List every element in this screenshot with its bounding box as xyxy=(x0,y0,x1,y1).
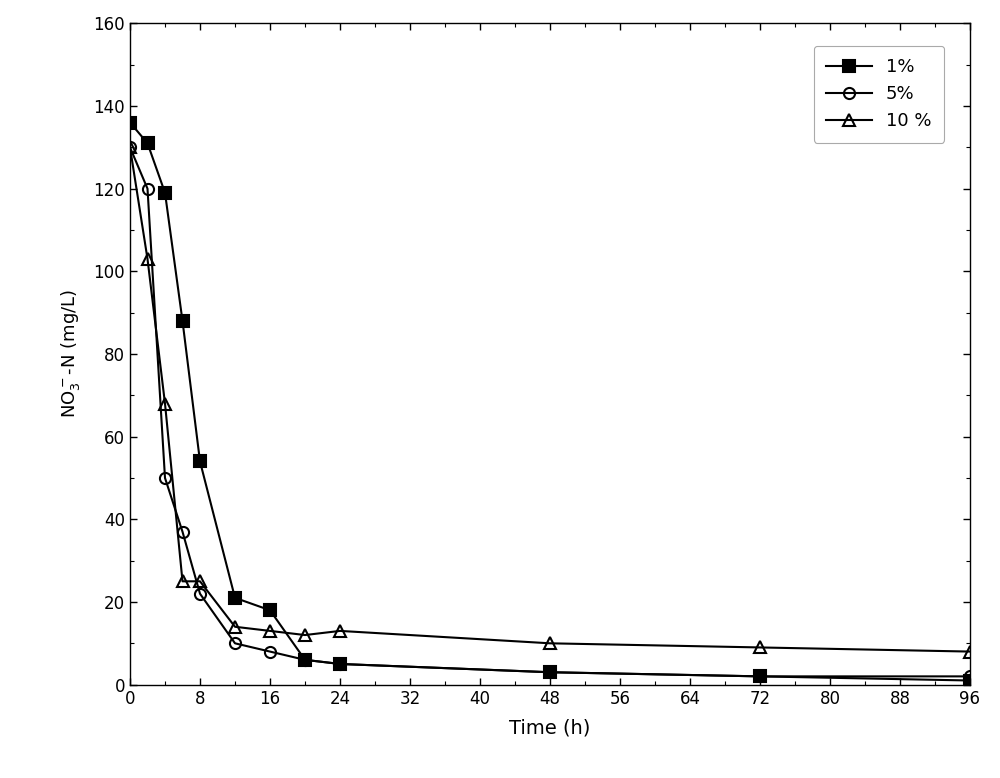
5% xyxy=(544,668,556,677)
5% xyxy=(264,647,276,657)
5% xyxy=(754,671,766,681)
10 % xyxy=(159,399,171,408)
10 % xyxy=(264,626,276,636)
5% xyxy=(142,184,154,194)
10 % xyxy=(194,576,206,586)
5% xyxy=(159,473,171,482)
10 % xyxy=(544,639,556,648)
5% xyxy=(194,589,206,598)
5% xyxy=(334,659,346,668)
Line: 5%: 5% xyxy=(124,142,976,682)
Line: 1%: 1% xyxy=(124,117,976,686)
1% xyxy=(964,676,976,685)
1% xyxy=(754,671,766,681)
1% xyxy=(229,593,241,602)
1% xyxy=(334,659,346,668)
10 % xyxy=(334,626,346,636)
10 % xyxy=(142,254,154,264)
1% xyxy=(124,117,136,127)
5% xyxy=(176,527,188,536)
1% xyxy=(176,317,188,326)
10 % xyxy=(124,142,136,152)
1% xyxy=(544,668,556,677)
10 % xyxy=(229,622,241,632)
1% xyxy=(142,138,154,148)
1% xyxy=(159,188,171,198)
X-axis label: Time (h): Time (h) xyxy=(509,719,591,738)
10 % xyxy=(176,576,188,586)
Line: 10 %: 10 % xyxy=(124,142,976,657)
1% xyxy=(299,655,311,664)
Y-axis label: NO$_3^-$-N (mg/L): NO$_3^-$-N (mg/L) xyxy=(59,289,82,419)
5% xyxy=(229,639,241,648)
5% xyxy=(964,671,976,681)
Legend: 1%, 5%, 10 %: 1%, 5%, 10 % xyxy=(814,46,944,143)
1% xyxy=(264,605,276,615)
5% xyxy=(124,142,136,152)
10 % xyxy=(299,630,311,640)
10 % xyxy=(754,643,766,652)
1% xyxy=(194,457,206,466)
10 % xyxy=(964,647,976,657)
5% xyxy=(299,655,311,664)
